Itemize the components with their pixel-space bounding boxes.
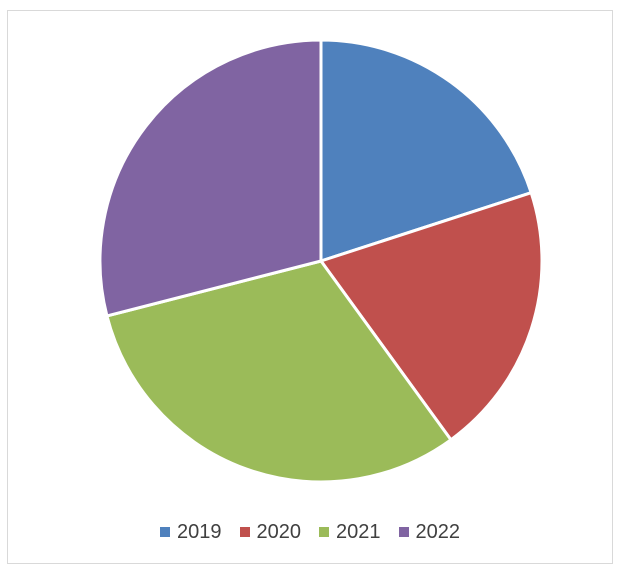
pie-slice-2020 [319,191,544,442]
legend-item-2020: 2020 [239,520,302,544]
pie-slices [98,38,544,484]
legend-label-2019: 2019 [177,521,222,543]
legend-swatch-2022 [398,527,409,537]
legend-swatch-2019 [160,527,170,537]
legend-item-2019: 2019 [160,520,222,544]
pie-slice-2022 [98,38,323,318]
legend-item-2022: 2022 [398,520,461,544]
legend-item-2021: 2021 [319,520,381,544]
legend-label-2021: 2021 [336,521,381,543]
legend-label-2020: 2020 [256,521,302,543]
pie-slice-2019 [319,38,533,263]
pie-slice-2021 [105,259,453,484]
legend-swatch-2020 [239,527,250,537]
legend-swatch-2021 [319,527,329,537]
legend: 2019 2020 2021 2022 [0,520,620,544]
legend-label-2022: 2022 [415,521,461,543]
